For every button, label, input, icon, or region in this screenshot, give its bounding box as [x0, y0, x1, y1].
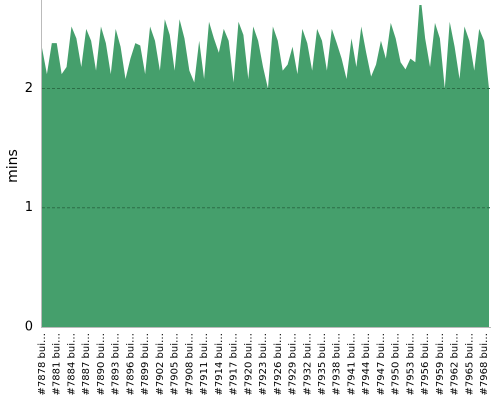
x-tick-label: #7926 bui…: [273, 333, 284, 395]
area: [42, 5, 489, 327]
x-tick-label: #7905 bui…: [170, 333, 181, 395]
x-tick-label: #7908 bui…: [184, 333, 195, 395]
x-tick-label: #7962 bui…: [450, 333, 461, 395]
x-tick-label: #7881 bui…: [52, 333, 63, 395]
x-tick-label: #7968 bui…: [479, 333, 490, 395]
x-tick-label: #7896 bui…: [125, 333, 136, 395]
x-tick-label: #7929 bui…: [288, 333, 299, 395]
x-tick-label: #7923 bui…: [258, 333, 269, 395]
x-tick-label: #7938 bui…: [332, 333, 343, 395]
x-tick-label: #7902 bui…: [155, 333, 166, 395]
y-tick-label: 0: [25, 320, 33, 335]
x-tick-label: #7893 bui…: [111, 333, 122, 395]
x-tick-label: #7884 bui…: [66, 333, 77, 395]
x-tick-label: #7932 bui…: [302, 333, 313, 395]
x-tick-label: #7956 bui…: [420, 333, 431, 395]
x-tick-label: #7914 bui…: [214, 333, 225, 395]
x-tick-label: #7941 bui…: [346, 333, 357, 395]
x-tick-label: #7917 bui…: [229, 333, 240, 395]
x-tick-label: #7950 bui…: [391, 333, 402, 395]
x-tick-label: #7953 bui…: [405, 333, 416, 395]
x-tick-label: #7911 bui…: [199, 333, 210, 395]
x-tick-label: #7935 bui…: [317, 333, 328, 395]
x-tick-label: #7899 bui…: [140, 333, 151, 395]
x-tick-label: #7959 bui…: [435, 333, 446, 395]
x-tick-label: #7920 bui…: [243, 333, 254, 395]
y-tick-label: 2: [25, 81, 33, 96]
x-tick-label: #7965 bui…: [464, 333, 475, 395]
x-tick-label: #7887 bui…: [81, 333, 92, 395]
y-tick-label: 1: [25, 200, 33, 215]
y-axis-label: mins: [5, 149, 21, 183]
x-tick-label: #7890 bui…: [96, 333, 107, 395]
x-tick-label: #7944 bui…: [361, 333, 372, 395]
x-tick-label: #7878 bui…: [37, 333, 48, 395]
x-tick-label: #7947 bui…: [376, 333, 387, 395]
